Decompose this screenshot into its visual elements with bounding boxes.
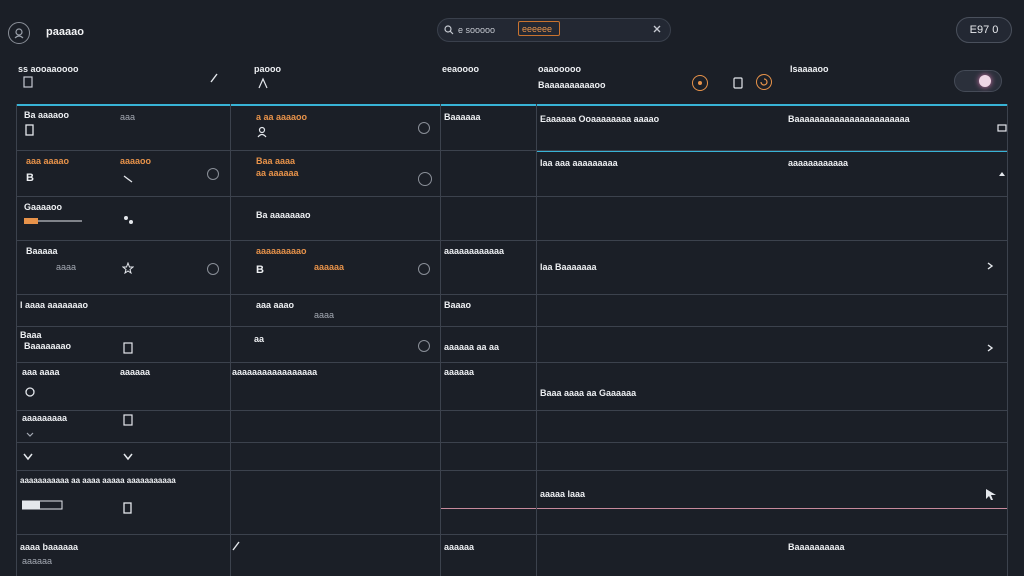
row-1-action-button[interactable] (418, 122, 430, 134)
bookmark-icon[interactable] (730, 75, 746, 91)
toggle-knob (979, 75, 991, 87)
row-4-name: Baaaaa (26, 246, 58, 256)
row-1-col2: a aa aaaaoo (256, 112, 308, 122)
search-highlight (518, 21, 560, 36)
alert-icon[interactable] (692, 75, 708, 91)
row-4-letter: B (256, 264, 264, 276)
row-2-action-button[interactable] (207, 168, 219, 180)
row-3-col2: Ba aaaaaaao (256, 210, 311, 220)
row-11-name: aaaa baaaaaa (20, 542, 79, 552)
search-icon (444, 25, 454, 35)
people-icon (124, 216, 133, 224)
user-icon (257, 126, 267, 138)
column-header-2[interactable]: paooo (254, 64, 281, 74)
row-7-col2: aaaaaaaaaaaaaaaaa (232, 367, 318, 377)
row-4-col3: aaaaaaaaaaaa (444, 246, 505, 256)
row-2-col2-sub: aa aaaaaa (256, 168, 299, 178)
app-logo-icon[interactable] (8, 22, 30, 44)
progress-icon (24, 218, 82, 224)
column-header-4[interactable]: oaaooooo (538, 64, 581, 74)
row-accent-line (536, 150, 1008, 152)
header-accent-line (16, 104, 1008, 106)
row-6-name: Baaa (20, 330, 42, 340)
row-4-col2-sub: aaaaaa (314, 262, 345, 272)
row-5-col3: Baaao (444, 300, 472, 310)
bookmark-icon[interactable] (122, 414, 134, 426)
view-toggle[interactable] (954, 70, 1002, 92)
column-header-3[interactable]: eeaoooo (442, 64, 480, 74)
row-2-letter: B (26, 172, 34, 184)
row-2-col5: aaaaaaaaaaaa (788, 158, 849, 168)
row-5-col2: aaa aaao (256, 300, 295, 310)
row-4-action-button[interactable] (207, 263, 219, 275)
sort-icon[interactable] (208, 72, 220, 84)
row-6-tag: Baaaaaaao (24, 341, 72, 351)
settings-icon (25, 387, 35, 397)
row-7-name: aaa aaaa (22, 367, 60, 377)
top-bar: paaaao e sooooo eeeeee E97 0 (0, 0, 1024, 58)
document-icon (23, 76, 33, 88)
row-highlight-line (440, 508, 1008, 509)
row-3-name: Gaaaaoo (24, 202, 63, 212)
row-2-name: aaa aaaao (26, 156, 70, 166)
row-10-col4: aaaaa laaa (540, 489, 586, 499)
pin-icon (258, 77, 268, 89)
row-4-col4: laa Baaaaaaa (540, 262, 597, 272)
check-icon[interactable] (22, 450, 34, 462)
row-1-name: Ba aaaaoo (24, 110, 70, 120)
row-6-col3: aaaaaa aa aa (444, 342, 500, 352)
row-5-col2-sub: aaaa (314, 310, 335, 320)
search-bar[interactable]: e sooooo eeeeee (437, 18, 671, 42)
row-4-action-button-2[interactable] (418, 263, 430, 275)
row-1-col4: Eaaaaaa Ooaaaaaaaa aaaao (540, 114, 660, 124)
row-7-col4: Baaa aaaa aa Gaaaaaa (540, 388, 637, 398)
row-1-col5: Baaaaaaaaaaaaaaaaaaaaaaa (788, 114, 910, 124)
row-1-col3: Baaaaaa (444, 112, 481, 122)
row-2-action-button-2[interactable] (418, 172, 432, 186)
column-header-1[interactable]: ss aooaaoooo (18, 64, 79, 74)
grid-icon[interactable] (996, 122, 1008, 134)
row-11-tag: aaaaaa (22, 556, 53, 566)
file-icon (123, 502, 132, 514)
row-7-col3: aaaaaa (444, 367, 475, 377)
check-icon-2[interactable] (122, 450, 134, 462)
close-icon[interactable] (652, 24, 662, 34)
row-11-col3: aaaaaa (444, 542, 475, 552)
row-2-tag: aaaaoo (120, 156, 152, 166)
link-icon (123, 175, 133, 183)
search-input[interactable]: e sooooo (458, 25, 496, 35)
window-icon[interactable] (122, 342, 134, 354)
chevron-right-icon[interactable] (984, 260, 996, 272)
chevron-up-icon[interactable] (996, 168, 1008, 180)
user-menu-button[interactable]: E97 0 (956, 17, 1012, 43)
row-5-name: l aaaa aaaaaaao (20, 300, 89, 310)
column-header-5[interactable]: Isaaaaoo (790, 64, 829, 74)
row-8-name: aaaaaaaaa (22, 413, 68, 423)
row-6-action-button[interactable] (418, 340, 430, 352)
file-icon (25, 124, 34, 136)
row-7-tag: aaaaaa (120, 367, 151, 377)
row-4-tag: aaaa (56, 262, 77, 272)
column-header-4-sub: Baaaaaaaaaaoo (538, 80, 606, 90)
app-title: paaaao (46, 26, 84, 38)
row-2-col2: Baa aaaa (256, 156, 296, 166)
row-11-col5: Baaaaaaaaaa (788, 542, 845, 552)
row-1-tag: aaa (120, 112, 136, 122)
edit-icon[interactable] (230, 540, 242, 552)
row-4-col2: aaaaaaaaao (256, 246, 307, 256)
refresh-icon[interactable] (756, 74, 772, 90)
chevron-down-icon (26, 432, 34, 437)
star-icon (122, 262, 134, 274)
row-6-col2: aa (254, 334, 265, 344)
row-2-col4: laa aaa aaaaaaaaa (540, 158, 618, 168)
search-tag[interactable]: eeeeee (522, 24, 553, 34)
cursor-icon (986, 489, 996, 500)
progress-icon (22, 500, 63, 510)
data-table (16, 104, 1008, 576)
chevron-right-icon[interactable] (984, 342, 996, 354)
row-10-name: aaaaaaaaaaa aa aaaa aaaaa aaaaaaaaaaa (20, 476, 176, 485)
